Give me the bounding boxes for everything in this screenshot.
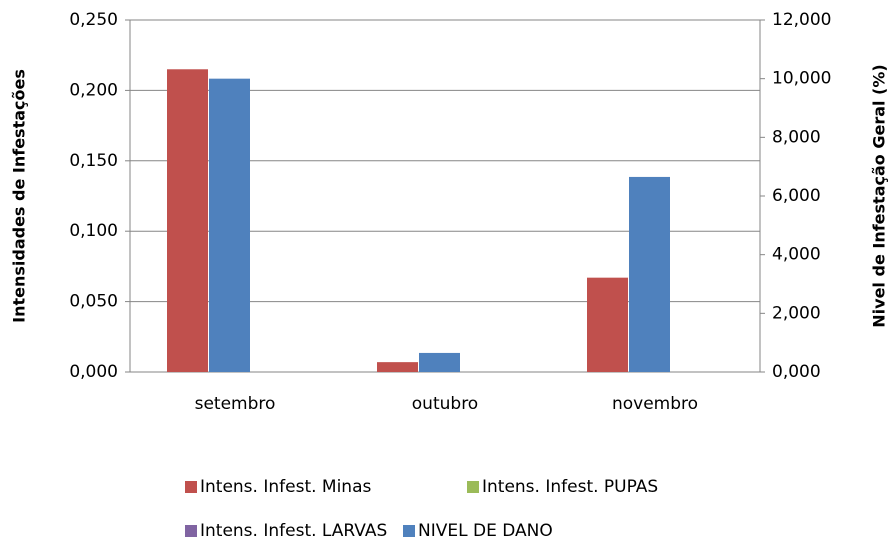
y2-tick-label: 4,000 <box>772 245 821 265</box>
bar <box>209 78 250 373</box>
legend-swatch <box>403 525 415 537</box>
y-tick-label: 0,250 <box>69 10 118 30</box>
x-tick-label: setembro <box>195 394 276 414</box>
legend-swatch <box>185 525 197 537</box>
y-tick-label: 0,050 <box>69 292 118 312</box>
y-tick-label: 0,150 <box>69 151 118 171</box>
y2-axis-title: Nivel de Infestação Geral (%) <box>870 64 889 327</box>
y2-tick-label: 10,000 <box>772 69 831 89</box>
bar <box>629 176 670 372</box>
y-tick-label: 0,200 <box>69 80 118 100</box>
legend-swatch <box>467 481 479 493</box>
y2-tick-label: 2,000 <box>772 303 821 323</box>
bar <box>587 277 628 372</box>
legend-label: Intens. Infest. LARVAS <box>200 521 387 541</box>
x-tick-label: outubro <box>412 394 478 414</box>
bar <box>377 362 418 372</box>
y-tick-label: 0,100 <box>69 221 118 241</box>
legend-label: NIVEL DE DANO <box>418 521 553 541</box>
y2-tick-label: 8,000 <box>772 127 821 147</box>
legend-swatch <box>185 481 197 493</box>
x-tick-label: novembro <box>612 394 698 414</box>
y2-tick-label: 0,000 <box>772 362 821 382</box>
y2-tick-label: 6,000 <box>772 186 821 206</box>
y-axis-title: Intensidades de Infestações <box>10 69 29 323</box>
bar <box>167 69 208 372</box>
bar <box>419 352 460 372</box>
y-tick-label: 0,000 <box>69 362 118 382</box>
legend-label: Intens. Infest. PUPAS <box>482 477 658 497</box>
legend-label: Intens. Infest. Minas <box>200 477 371 497</box>
y2-tick-label: 12,000 <box>772 10 831 30</box>
